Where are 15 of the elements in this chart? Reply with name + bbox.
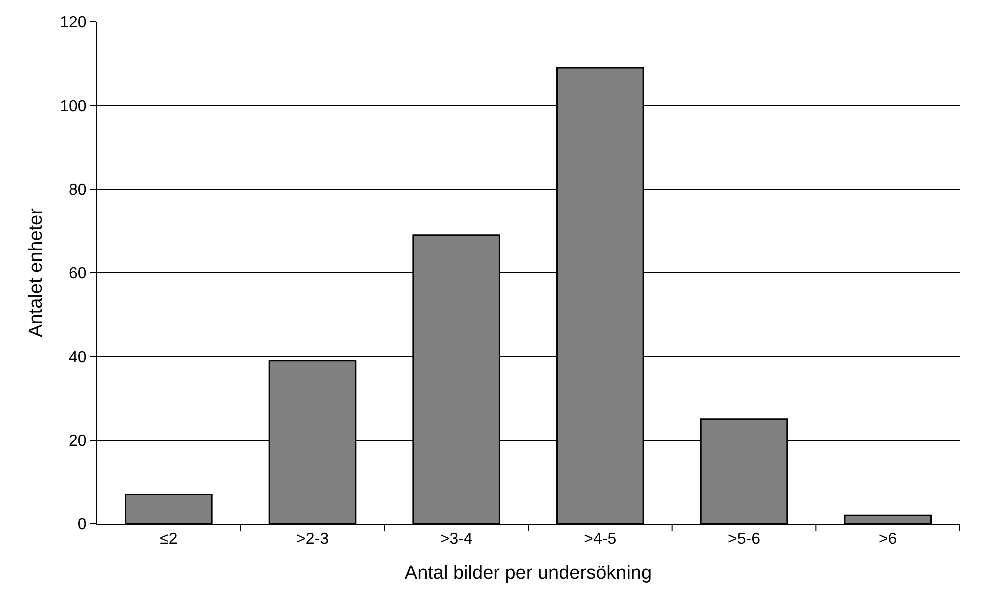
- y-tick-label: 80: [69, 182, 87, 199]
- y-tick-label: 100: [60, 98, 87, 116]
- y-tick-label: 40: [69, 349, 87, 366]
- y-tick-label: 120: [60, 14, 87, 32]
- x-tick-label: >3-4: [440, 531, 473, 548]
- x-tick-label: >2-3: [296, 531, 330, 548]
- x-tick-label: >4-5: [584, 531, 617, 548]
- y-tick-label: 20: [69, 432, 87, 450]
- x-tick-label: >5-6: [728, 531, 761, 548]
- x-tick-label: ≤2: [160, 531, 178, 548]
- x-tick-label: >6: [878, 531, 898, 548]
- y-axis-title: Antalet enheter: [26, 208, 47, 338]
- y-tick-label: 0: [78, 516, 87, 534]
- y-tick-label: 60: [69, 266, 87, 283]
- x-axis-title: Antal bilder per undersökning: [404, 563, 652, 584]
